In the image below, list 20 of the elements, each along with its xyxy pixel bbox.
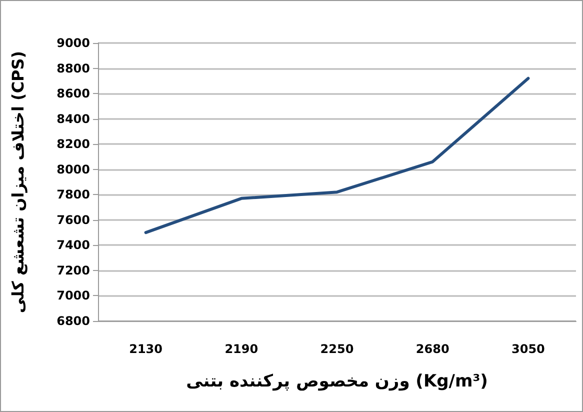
y-tick-label: 8200 [56,137,90,152]
y-tick-label: 7800 [56,188,90,202]
x-tick-label: 2680 [416,342,450,356]
y-tick-label: 8600 [56,86,90,101]
y-tick-label: 7600 [56,212,90,227]
y-tick-label: 7400 [56,238,90,252]
x-tick-label: 2130 [129,342,163,356]
y-tick-label: 9000 [56,36,90,50]
x-tick-label: 2250 [320,342,354,356]
x-tick-label: 2190 [224,342,258,356]
x-axis-title: وزن مخصوص پرکننده بتنی (Kg/m³) [186,372,488,392]
y-tick-label: 7000 [56,288,90,303]
y-tick-label: 8800 [56,61,90,76]
line-series [144,76,530,234]
y-tick-label: 7200 [56,263,90,278]
y-tick-label: 8400 [56,112,90,126]
x-tick-label: 3050 [511,342,545,356]
y-tick-label: 8000 [56,162,90,176]
y-axis-title: اختلاف میزان تشعشع کلی (CPS) [8,50,28,314]
y-tick-label: 6800 [56,314,90,328]
